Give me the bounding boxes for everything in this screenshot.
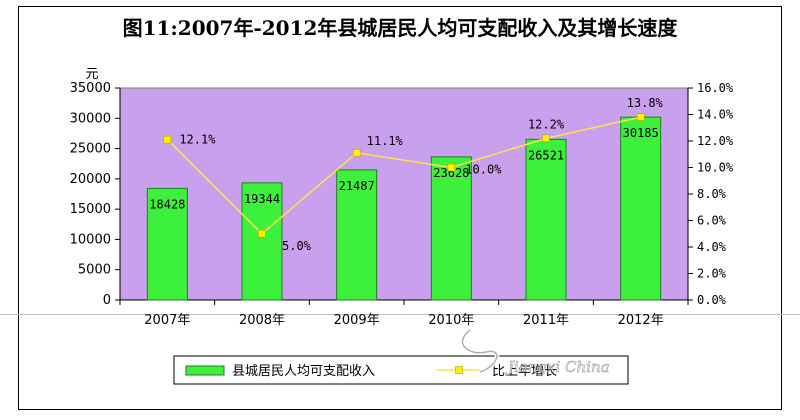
bar-value-label: 23628 bbox=[433, 166, 469, 180]
x-axis-tick-label: 2012年 bbox=[618, 313, 664, 328]
chart-title: 图11:2007年-2012年县城居民人均可支配收入及其增长速度 bbox=[123, 16, 679, 40]
y-axis-left-tick-label: 25000 bbox=[70, 142, 111, 157]
growth-value-label: 12.1% bbox=[179, 133, 216, 147]
plot-area bbox=[119, 87, 689, 301]
bar bbox=[430, 156, 472, 301]
bar-value-label: 21487 bbox=[339, 179, 375, 193]
bar bbox=[620, 116, 662, 301]
growth-value-label: 13.8% bbox=[627, 96, 664, 110]
bar-value-label: 30185 bbox=[623, 126, 659, 140]
x-axis-tick-label: 2008年 bbox=[239, 313, 285, 328]
x-axis-tick-label: 2007年 bbox=[144, 313, 190, 328]
legend-swatch-bar bbox=[185, 365, 225, 376]
x-axis-tick-label: 2010年 bbox=[428, 313, 474, 328]
y-axis-left-tick-label: 30000 bbox=[70, 111, 111, 126]
y-axis-left-tick-label: 0 bbox=[103, 293, 111, 308]
growth-marker bbox=[352, 149, 361, 157]
legend-swatch-marker bbox=[455, 366, 463, 374]
y-axis-left-tick-label: 5000 bbox=[78, 263, 111, 278]
growth-marker bbox=[542, 134, 550, 143]
watermark-logo-outline-icon bbox=[461, 329, 498, 373]
growth-value-label: 11.1% bbox=[367, 134, 404, 148]
y-axis-right-tick-label: 16.0% bbox=[697, 81, 734, 95]
watermark-text: Jiangxi China bbox=[505, 358, 610, 376]
x-axis-tick-label: 2009年 bbox=[334, 313, 380, 328]
bar bbox=[146, 187, 188, 301]
y-axis-right-tick-label: 14.0% bbox=[697, 108, 734, 122]
growth-value-label: 5.0% bbox=[282, 239, 312, 253]
y-axis-right-tick-label: 2.0% bbox=[697, 267, 727, 281]
legend-label-growth: 比上年增长 bbox=[492, 364, 557, 379]
y-axis-right-tick-label: 4.0% bbox=[697, 240, 727, 254]
growth-marker bbox=[258, 229, 266, 238]
bar bbox=[336, 169, 378, 301]
growth-value-label: 10.0% bbox=[465, 163, 502, 177]
legend bbox=[173, 355, 629, 385]
bar bbox=[241, 182, 283, 301]
x-axis-tick-label: 2011年 bbox=[523, 313, 569, 328]
y-axis-right-tick-label: 12.0% bbox=[697, 134, 734, 148]
y-axis-left-tick-label: 20000 bbox=[70, 172, 111, 187]
growth-marker bbox=[163, 135, 172, 144]
bar-value-label: 19344 bbox=[244, 192, 280, 206]
bar bbox=[525, 138, 567, 301]
y-axis-right-tick-label: 0.0% bbox=[697, 293, 727, 307]
y-axis-right-tick-label: 6.0% bbox=[697, 214, 727, 228]
bar-value-label: 26521 bbox=[528, 148, 564, 162]
y-axis-unit-label: 元 bbox=[85, 67, 98, 82]
growth-line bbox=[166, 116, 641, 235]
y-axis-right-tick-label: 10.0% bbox=[697, 161, 734, 175]
page-divider bbox=[0, 314, 800, 315]
growth-value-label: 12.2% bbox=[528, 117, 565, 131]
bar-value-label: 18428 bbox=[149, 197, 185, 211]
growth-marker bbox=[447, 163, 456, 172]
y-axis-left-tick-label: 35000 bbox=[70, 81, 111, 96]
y-axis-left-tick-label: 15000 bbox=[70, 202, 111, 217]
y-axis-left-tick-label: 10000 bbox=[70, 232, 111, 247]
y-axis-right-tick-label: 8.0% bbox=[697, 187, 727, 201]
legend-label-income: 县城居民人均可支配收入 bbox=[232, 364, 375, 379]
growth-marker bbox=[636, 113, 645, 121]
